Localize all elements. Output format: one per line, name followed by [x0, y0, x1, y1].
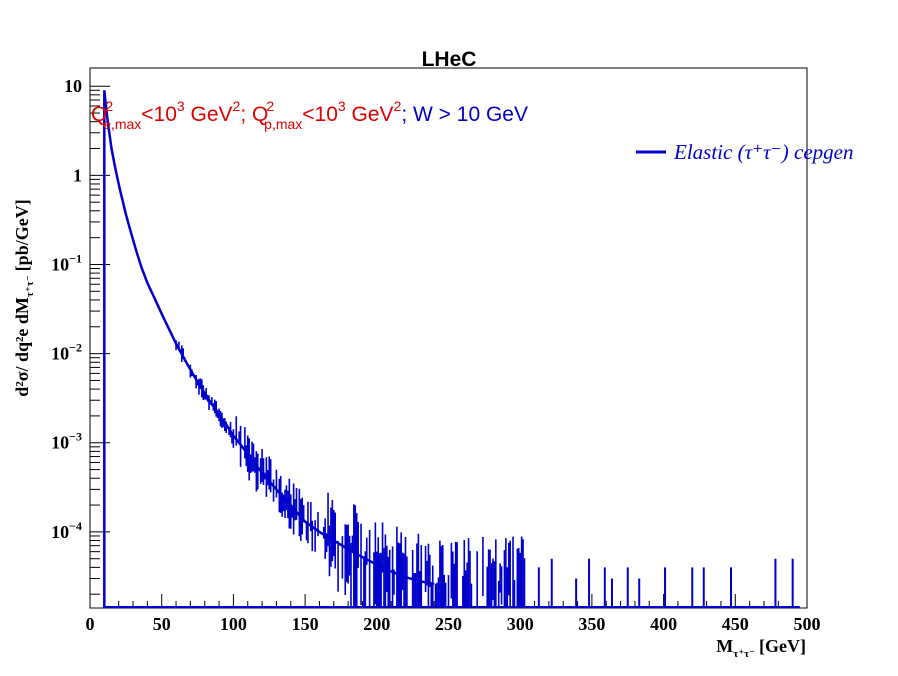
y-tick-label: 10−2	[51, 341, 82, 364]
legend-label: Elastic (τ⁺τ⁻) cepgen	[673, 140, 853, 164]
x-tick-label: 350	[578, 614, 605, 634]
x-axis-label-unit: [GeV]	[759, 636, 806, 656]
x-tick-label: 100	[220, 614, 247, 634]
y-tick-label: 1	[73, 165, 82, 185]
x-tick-label: 50	[153, 614, 171, 634]
y-tick-label: 10−4	[51, 519, 82, 542]
x-tick-label: 250	[435, 614, 462, 634]
y-axis-label-main: d²σ/ dq²e dM	[12, 297, 32, 397]
cut-annotation: Q2 e,max<103 GeV2; Q2 p,max<103 GeV2; W > …	[91, 98, 528, 132]
legend: Elastic (τ⁺τ⁻) cepgen	[636, 140, 853, 164]
x-axis-ticks: 0 50 100 150 200 250 300 350 400 450 500	[86, 594, 821, 634]
x-tick-label: 400	[650, 614, 677, 634]
x-tick-label: 300	[507, 614, 534, 634]
y-axis-label-sub: τ⁺τ⁻	[24, 275, 36, 297]
x-tick-label: 200	[363, 614, 390, 634]
x-tick-label: 150	[292, 614, 319, 634]
x-axis-label-main: M	[716, 636, 733, 656]
chart-title: LHeC	[422, 48, 477, 71]
y-tick-label: 10	[64, 76, 82, 96]
x-axis-label-sub: τ⁺τ⁻	[733, 648, 755, 660]
y-tick-label: 10−3	[51, 430, 82, 453]
x-axis-label: Mτ⁺τ⁻ [GeV]	[716, 636, 806, 660]
series-line-elastic	[103, 90, 435, 608]
y-tick-label: 10−1	[51, 251, 82, 274]
y-axis-label: d²σ/ dq²e dMτ⁺τ⁻ [pb/GeV]	[12, 199, 36, 396]
y-axis-ticks: 10−4 10−3 10−2 10−1 1 10	[51, 76, 110, 595]
x-tick-label: 0	[86, 614, 95, 634]
series-fluctuations	[104, 340, 800, 608]
cut-annotation-qe: Q	[91, 103, 107, 126]
y-axis-label-unit: [pb/GeV]	[12, 199, 32, 271]
x-tick-label: 450	[722, 614, 749, 634]
x-tick-label: 500	[794, 614, 821, 634]
